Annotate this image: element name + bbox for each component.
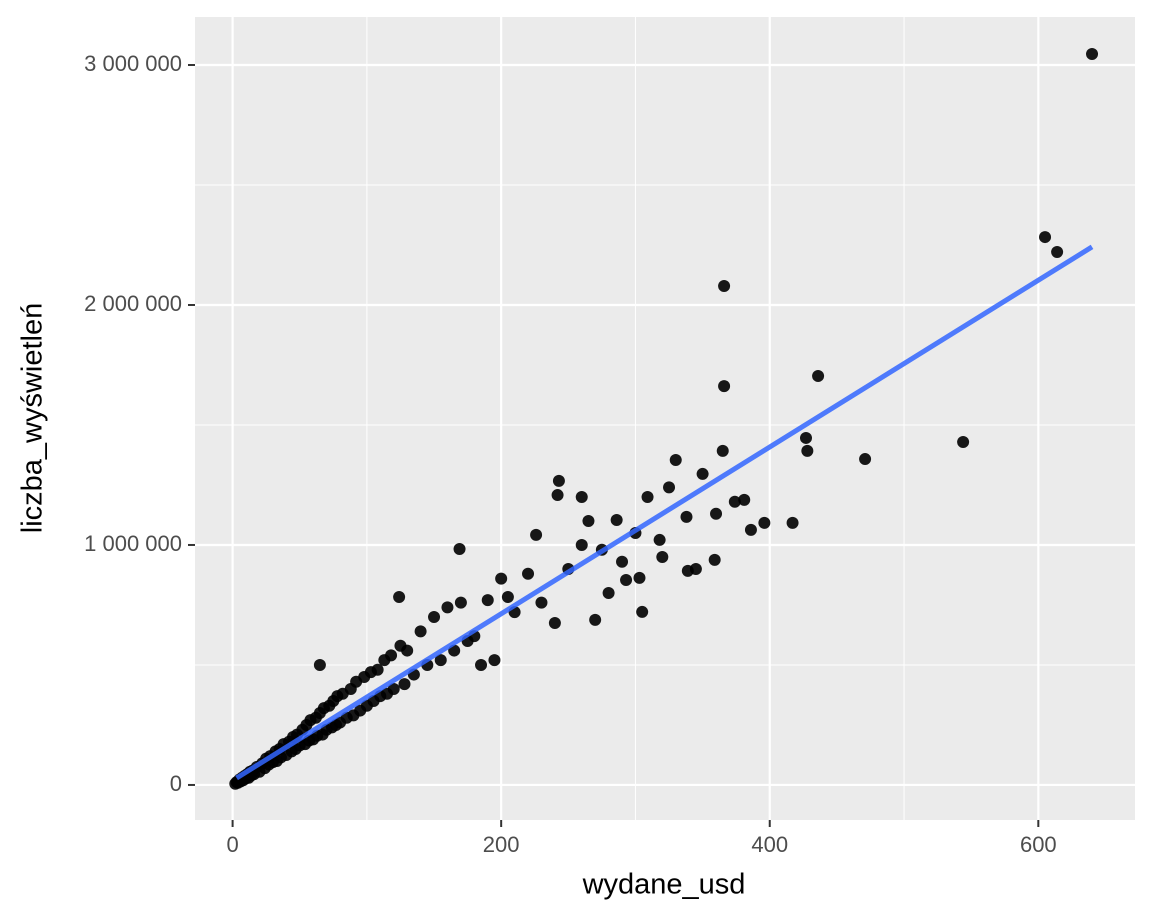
point (641, 490, 654, 503)
point (689, 562, 702, 575)
point (1051, 245, 1064, 258)
point (1039, 231, 1052, 244)
point (434, 654, 447, 667)
point (393, 591, 406, 604)
point (620, 574, 633, 587)
x-axis-title: wydane_usd (582, 869, 746, 901)
y-tick-label: 1 000 000 (84, 531, 182, 556)
point (453, 543, 466, 556)
point (696, 467, 709, 480)
point (398, 678, 411, 691)
point (738, 493, 751, 506)
point (728, 495, 741, 508)
point (475, 658, 488, 671)
point (710, 507, 723, 520)
point (495, 572, 508, 585)
point (1086, 47, 1099, 60)
point (488, 654, 501, 667)
point (589, 613, 602, 626)
point (957, 436, 970, 449)
point (428, 610, 441, 623)
point (575, 538, 588, 551)
point (575, 490, 588, 503)
point (653, 533, 666, 546)
point (530, 528, 543, 541)
point (656, 550, 669, 563)
point (616, 555, 629, 568)
x-tick-label: 600 (1020, 832, 1057, 857)
x-tick-label: 400 (751, 832, 788, 857)
y-tick-label: 3 000 000 (84, 51, 182, 76)
y-axis-title: liczba_wyświetleń (17, 303, 49, 534)
point (551, 489, 564, 502)
point (633, 571, 646, 584)
point (758, 516, 771, 529)
point (801, 444, 814, 457)
y-tick-label: 2 000 000 (84, 291, 182, 316)
point (387, 682, 400, 695)
point (313, 658, 326, 671)
point (744, 523, 757, 536)
point (481, 594, 494, 607)
x-tick-label: 200 (483, 832, 520, 857)
x-tick-label: 0 (226, 832, 238, 857)
point (602, 586, 615, 599)
point (501, 591, 514, 604)
point (859, 453, 872, 466)
point (522, 567, 535, 580)
point (812, 370, 825, 383)
point (441, 601, 454, 614)
point (385, 649, 398, 662)
trend-line (235, 244, 1094, 781)
point (548, 616, 561, 629)
point (669, 454, 682, 467)
point (718, 380, 731, 393)
point (454, 596, 467, 609)
point (708, 553, 721, 566)
point (535, 596, 548, 609)
point (582, 514, 595, 527)
point (800, 431, 812, 444)
point (401, 644, 414, 657)
point (786, 516, 799, 529)
point (718, 280, 731, 293)
point (552, 474, 565, 487)
y-tick-label: 0 (170, 771, 182, 796)
point (610, 514, 623, 527)
point (716, 444, 729, 457)
point (680, 510, 693, 523)
point (663, 481, 676, 494)
point (371, 663, 384, 676)
point (636, 605, 649, 618)
point (414, 625, 427, 638)
